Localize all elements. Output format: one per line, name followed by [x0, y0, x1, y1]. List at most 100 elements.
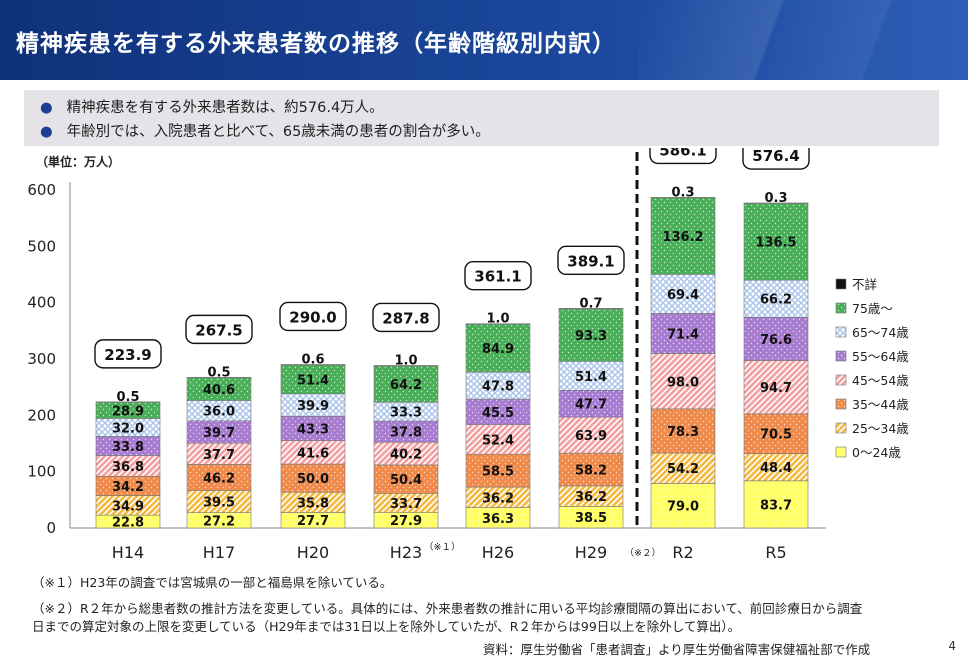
data-label: 38.5 — [575, 511, 607, 526]
data-label: 63.9 — [575, 429, 607, 444]
bar-segment-H23-3544 — [373, 464, 439, 494]
title-banner: 精神疾患を有する外来患者数の推移（年齢階級別内訳） — [0, 0, 968, 80]
data-label: 0.3 — [671, 185, 694, 200]
data-label: 46.2 — [203, 471, 235, 486]
bullet-dot-icon: ● — [40, 124, 53, 140]
bar-segment-H20-5564 — [280, 415, 346, 441]
data-label: 33.7 — [390, 497, 422, 512]
data-label: 34.2 — [112, 480, 144, 495]
data-label: 71.4 — [667, 328, 699, 343]
total-label: 576.4 — [752, 148, 799, 165]
data-label: 58.5 — [482, 465, 514, 480]
data-label: 83.7 — [760, 498, 792, 513]
data-label: 0.5 — [207, 365, 230, 380]
bar-segment-H23- — [373, 365, 439, 367]
data-label: 37.7 — [203, 448, 235, 463]
y-tick-label: 100 — [27, 463, 56, 481]
stacked-bar-chart: 0 100 200 300 400 500 600 （単位：万人） 22.8 34.9 34.2 36… — [27, 148, 909, 562]
bar-segment-H20-3544 — [280, 463, 346, 493]
legend-label: 65～74歳 — [852, 325, 909, 340]
data-label: 0.7 — [579, 296, 602, 311]
unit-label: （単位：万人） — [36, 154, 120, 169]
summary-box: ● 精神疾患を有する外来患者数は、約576.4万人。 ● 年齢別では、入院患者と比べ… — [24, 90, 939, 146]
total-label: 586.1 — [659, 148, 706, 159]
legend-label: 35～44歳 — [852, 397, 909, 412]
data-label: 94.7 — [760, 381, 792, 396]
data-label: 66.2 — [760, 293, 792, 308]
summary-bullet-text: 年齢別では、入院患者と比べて、65歳未満の患者の割合が多い。 — [66, 124, 490, 140]
data-label: 33.8 — [112, 440, 144, 455]
bar-segment-H29- — [558, 308, 624, 310]
data-label: 98.0 — [667, 375, 699, 390]
total-label: 389.1 — [567, 252, 614, 270]
page-number: 4 — [948, 639, 956, 653]
category-note: （※１） — [424, 541, 460, 553]
data-label: 48.4 — [760, 461, 792, 476]
page-title: 精神疾患を有する外来患者数の推移（年齢階級別内訳） — [16, 31, 616, 57]
data-label: 1.0 — [486, 312, 509, 327]
data-label: 36.2 — [482, 491, 514, 506]
bar-segment-R2- — [650, 197, 716, 199]
data-label: 28.9 — [112, 404, 144, 419]
data-label: 0.3 — [764, 191, 787, 206]
data-label: 27.2 — [203, 514, 235, 529]
y-tick-label: 400 — [27, 294, 56, 312]
data-label: 58.2 — [575, 464, 607, 479]
data-label: 40.2 — [390, 448, 422, 463]
data-label: 39.7 — [203, 426, 235, 441]
legend-label: 25～34歳 — [852, 421, 909, 436]
bar-segment-R2-6574 — [650, 274, 716, 314]
data-label: 35.8 — [297, 496, 329, 511]
total-label: 361.1 — [474, 268, 521, 286]
bar-segment-H29-6574 — [558, 361, 624, 391]
data-label: 51.4 — [575, 370, 607, 385]
data-label: 47.7 — [575, 398, 607, 413]
bar-segment-H20- — [280, 364, 346, 366]
x-tick-label: H29 — [575, 543, 607, 562]
y-tick-label: 600 — [27, 181, 56, 199]
data-label: 27.9 — [390, 514, 422, 529]
data-label: 36.8 — [112, 460, 144, 475]
total-label: 223.9 — [104, 346, 151, 364]
x-tick-label: R5 — [765, 543, 786, 562]
data-label: 36.0 — [203, 405, 235, 420]
summary-bullet: ● 精神疾患を有する外来患者数は、約576.4万人。 — [40, 96, 384, 117]
x-tick-label: R2 — [672, 543, 693, 562]
data-label: 84.9 — [482, 342, 514, 357]
total-label: 267.5 — [195, 321, 242, 339]
data-label: 52.4 — [482, 433, 514, 448]
y-tick-label: 300 — [27, 350, 56, 368]
banner-decoration — [638, 0, 968, 80]
bar-segment-H29-75 — [558, 308, 624, 362]
y-tick-label: 0 — [46, 519, 56, 537]
y-tick-label: 200 — [27, 406, 56, 424]
bar-segment-R5-6574 — [743, 279, 809, 318]
data-label: 76.6 — [760, 333, 792, 348]
bar-segment-R5-2534 — [743, 453, 809, 482]
data-label: 136.5 — [755, 236, 796, 251]
x-tick-label: H23 — [390, 543, 422, 562]
data-label: 36.3 — [482, 512, 514, 527]
legend-swatch-024 — [835, 446, 847, 458]
data-label: 79.0 — [667, 500, 699, 515]
bar-segment-H14- — [95, 401, 161, 403]
total-label: 290.0 — [289, 308, 336, 326]
data-label: 47.8 — [482, 380, 514, 395]
data-label: 64.2 — [390, 378, 422, 393]
data-label: 136.2 — [662, 230, 703, 245]
footnote-2-line1: （※２）R２年から総患者数の推計方法を変更している。具体的には、外来患者数の推計… — [32, 601, 863, 616]
data-label: 45.5 — [482, 406, 514, 421]
bar-segment-H26-5564 — [465, 398, 531, 425]
x-tick-label: H20 — [297, 543, 329, 562]
total-box — [372, 302, 440, 333]
x-tick-label: H26 — [482, 543, 514, 562]
x-tick-label: H14 — [112, 543, 144, 562]
total-box — [557, 245, 625, 276]
bar-segment-H29-3544 — [558, 452, 624, 487]
data-label: 0.6 — [301, 352, 324, 367]
data-label: 70.5 — [760, 428, 792, 443]
data-label: 43.3 — [297, 422, 329, 437]
bar-segment-H17-3544 — [186, 464, 252, 491]
data-label: 37.8 — [390, 426, 422, 441]
bar-segment-H26-4554 — [465, 424, 531, 455]
